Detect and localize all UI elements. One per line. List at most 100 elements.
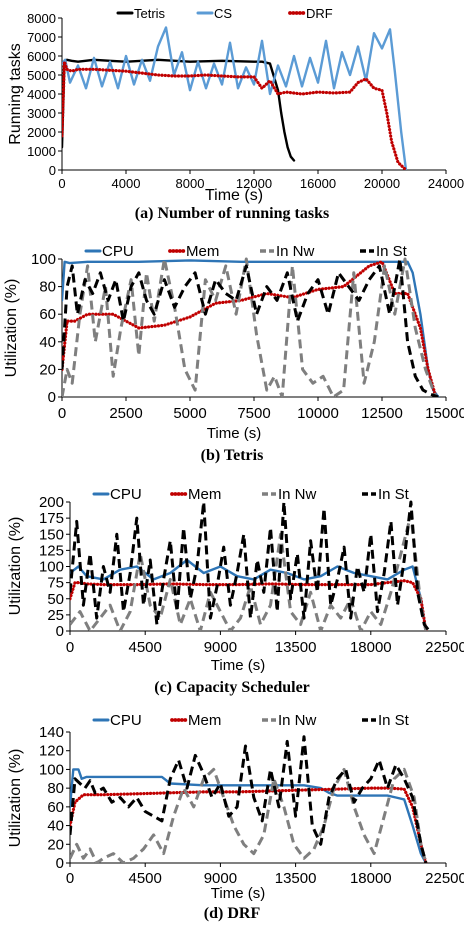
series-line-in-st bbox=[70, 735, 428, 863]
y-tick-label: 125 bbox=[39, 542, 64, 559]
series-line-in-nw bbox=[70, 513, 428, 631]
legend-label: CPU bbox=[102, 243, 134, 260]
y-axis-label: Utilization (%) bbox=[7, 517, 24, 616]
y-tick-label: 0 bbox=[48, 389, 56, 406]
y-tick-label: 60 bbox=[47, 799, 64, 816]
legend-label: In St bbox=[378, 712, 410, 729]
x-tick-label: 5000 bbox=[173, 405, 206, 422]
series-line-in-nw bbox=[62, 257, 438, 397]
y-tick-label: 75 bbox=[47, 575, 64, 592]
y-tick-label: 1000 bbox=[27, 144, 56, 159]
y-axis-label: Running tasks bbox=[7, 43, 24, 144]
figure-caption: (b) Tetris bbox=[201, 447, 264, 464]
x-tick-label: 4500 bbox=[129, 870, 162, 887]
x-tick-label: 9000 bbox=[204, 870, 237, 887]
x-tick-label: 15000 bbox=[425, 405, 464, 422]
y-tick-label: 100 bbox=[31, 251, 56, 268]
figure-caption: (a) Number of running tasks bbox=[135, 205, 329, 222]
y-axis-label: Utilization (%) bbox=[7, 749, 24, 848]
x-axis-label: Time (s) bbox=[211, 657, 265, 674]
x-tick-label: 2500 bbox=[109, 405, 142, 422]
x-axis-label: Time (s) bbox=[205, 187, 263, 204]
series-line-mem bbox=[70, 786, 428, 863]
legend-label: In St bbox=[376, 243, 408, 260]
series-line-in-nw bbox=[70, 767, 428, 863]
series-line-tetris bbox=[62, 58, 296, 162]
y-tick-label: 20 bbox=[39, 361, 56, 378]
y-tick-label: 20 bbox=[47, 836, 64, 853]
y-tick-label: 3000 bbox=[27, 106, 56, 121]
x-tick-label: 7500 bbox=[237, 405, 270, 422]
legend-label: In Nw bbox=[278, 712, 317, 729]
legend-label: CPU bbox=[110, 486, 142, 503]
x-tick-label: 24000 bbox=[428, 176, 464, 191]
y-tick-label: 0 bbox=[56, 623, 64, 640]
y-tick-label: 80 bbox=[47, 780, 64, 797]
y-tick-label: 100 bbox=[39, 559, 64, 576]
x-tick-label: 22500 bbox=[425, 870, 464, 887]
legend-label: Tetris bbox=[134, 6, 166, 21]
x-tick-label: 12000 bbox=[236, 176, 272, 191]
y-tick-label: 25 bbox=[47, 607, 64, 624]
y-tick-label: 150 bbox=[39, 526, 64, 543]
series-line-in-st bbox=[62, 257, 439, 397]
y-tick-label: 40 bbox=[39, 334, 56, 351]
y-tick-label: 5000 bbox=[27, 68, 56, 83]
y-tick-label: 175 bbox=[39, 510, 64, 527]
x-tick-label: 4000 bbox=[112, 176, 141, 191]
chart-1: 0 1000 2000 3000 4000 5000 6000 7000 8000 0 4000 80… bbox=[7, 6, 464, 222]
x-tick-label: 16000 bbox=[300, 176, 336, 191]
x-tick-label: 13500 bbox=[275, 870, 317, 887]
y-tick-label: 0 bbox=[56, 855, 64, 872]
y-tick-label: 7000 bbox=[27, 30, 56, 45]
x-axis-label: Time (s) bbox=[207, 425, 261, 442]
legend-label: CS bbox=[214, 6, 232, 21]
y-tick-label: 40 bbox=[47, 818, 64, 835]
chart-2: 0 20 40 60 80 100 0 2500 5000 7500 10000 12500 15000… bbox=[3, 243, 464, 464]
x-tick-label: 0 bbox=[58, 176, 65, 191]
y-axis-label: Utilization (%) bbox=[3, 279, 20, 378]
y-tick-label: 2000 bbox=[27, 125, 56, 140]
y-tick-label: 140 bbox=[39, 724, 64, 741]
x-tick-label: 9000 bbox=[204, 639, 237, 656]
y-tick-label: 4000 bbox=[27, 87, 56, 102]
x-tick-label: 8000 bbox=[176, 176, 205, 191]
x-tick-label: 18000 bbox=[350, 639, 392, 656]
legend-label: Mem bbox=[188, 712, 221, 729]
x-tick-label: 0 bbox=[66, 639, 74, 656]
x-tick-label: 0 bbox=[58, 405, 66, 422]
legend-label: DRF bbox=[306, 6, 333, 21]
y-tick-label: 0 bbox=[49, 163, 56, 178]
legend-label: CPU bbox=[110, 712, 142, 729]
series-line-cpu bbox=[62, 259, 440, 397]
y-tick-label: 120 bbox=[39, 743, 64, 760]
x-tick-label: 12500 bbox=[361, 405, 403, 422]
y-tick-label: 100 bbox=[39, 761, 64, 778]
y-tick-label: 80 bbox=[39, 279, 56, 296]
x-tick-label: 13500 bbox=[275, 639, 317, 656]
legend-label: In St bbox=[378, 486, 410, 503]
y-tick-label: 200 bbox=[39, 494, 64, 511]
y-tick-label: 6000 bbox=[27, 49, 56, 64]
legend-label: In Nw bbox=[276, 243, 315, 260]
series-line-cpu bbox=[70, 768, 428, 863]
legend-label: Mem bbox=[186, 243, 219, 260]
y-tick-label: 8000 bbox=[27, 11, 56, 26]
x-tick-label: 18000 bbox=[350, 870, 392, 887]
y-tick-label: 60 bbox=[39, 306, 56, 323]
figure-caption: (d) DRF bbox=[204, 905, 261, 922]
legend-label: Mem bbox=[188, 486, 221, 503]
x-tick-label: 20000 bbox=[364, 176, 400, 191]
series-line-in-st bbox=[70, 500, 431, 631]
x-tick-label: 4500 bbox=[129, 639, 162, 656]
x-tick-label: 0 bbox=[66, 870, 74, 887]
series-line-cs bbox=[62, 26, 408, 170]
y-tick-label: 50 bbox=[47, 591, 64, 608]
legend-label: In Nw bbox=[278, 486, 317, 503]
series-line-drf bbox=[62, 60, 408, 170]
x-axis-label: Time (s) bbox=[211, 885, 265, 902]
x-tick-label: 10000 bbox=[297, 405, 339, 422]
